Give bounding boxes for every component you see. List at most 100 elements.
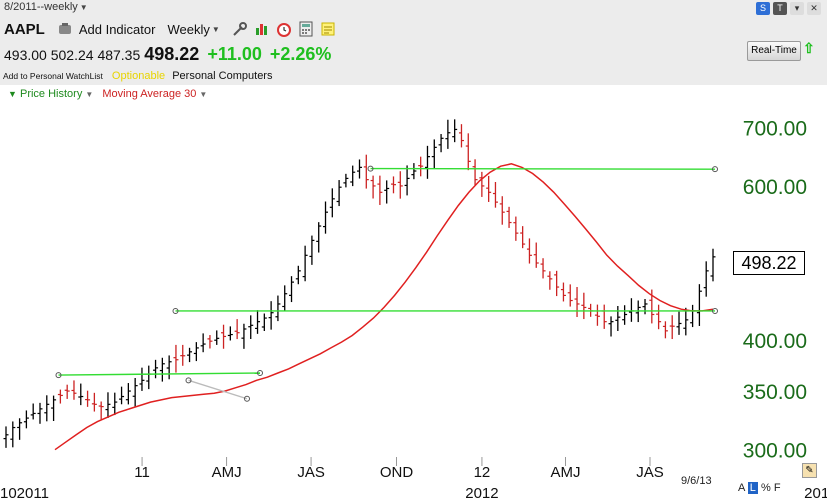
ohlc-bar [241,323,247,349]
ohlc-bar [343,173,349,188]
scale-l[interactable]: L [747,482,758,494]
industry-label[interactable]: Personal Computers [172,70,273,82]
ohlc-bar [187,347,193,363]
ohlc-bar [214,330,220,345]
ohlc-bar [159,357,165,382]
ohlc-bar [166,355,172,380]
ohlc-bar [193,342,199,362]
ohlc-bar [119,386,125,405]
ohlc-bar [411,163,417,180]
ohlc-bar [336,180,342,207]
moving-average-label: Moving Average 30 [102,88,197,100]
realtime-button[interactable]: Real-Time [747,41,801,61]
ohlc-bar [656,304,662,330]
ohlc-bar [560,282,566,302]
y-tick-label: 700.00 [743,117,807,140]
add-indicator-button[interactable]: Add Indicator [78,21,156,37]
ohlc-bar [390,176,396,194]
ohlc-bar [404,165,410,196]
ohlc-bar [10,421,16,448]
low-value: 487.35 [97,47,141,63]
bar-chart-icon[interactable] [254,21,270,37]
ohlc-bar [275,295,281,322]
ohlc-bar [85,390,91,407]
ohlc-bar [622,305,628,325]
trendline-handle [367,165,374,172]
up-arrow-icon: ⇧ [803,40,815,56]
optionable-label: Optionable [111,70,166,82]
price-history-legend[interactable]: ▼ Price History ▼ [8,88,96,100]
ohlc-bar [465,133,471,171]
ohlc-bar [295,265,301,285]
pencil-icon[interactable]: ✎ [802,463,817,478]
indicator-bar: ▼ Price History ▼ Moving Average 30 ▼ [8,88,207,100]
t-icon[interactable]: T [773,2,787,15]
trendline-handle [55,372,62,379]
last-date: 9/6/13 [681,475,712,487]
quote-row: 493.00 502.24 487.35 498.22 +11.00 +2.26… [4,44,331,66]
ohlc-bar [574,287,580,318]
ohlc-bar [418,156,424,177]
trendline [58,372,261,376]
ohlc-bar [282,285,288,311]
scale-pct[interactable]: % [760,482,771,494]
period-selector[interactable]: 8/2011--weekly ▼ [4,1,88,13]
scale-f[interactable]: F [773,482,781,494]
price-history-label: Price History [19,88,83,100]
ohlc-bar [309,235,315,265]
trendline-handle [185,377,192,384]
y-tick-label: 400.00 [743,330,807,353]
ohlc-bar [153,359,159,379]
ohlc-bar [112,392,118,416]
x-year-label: 2012 [465,485,498,502]
ohlc-bar [594,304,600,326]
ohlc-bar [384,180,390,204]
period-label: 8/2011--weekly [4,1,78,13]
tools-icon[interactable] [232,21,248,37]
ohlc-bar [601,304,607,329]
ohlc-bar [350,165,356,187]
ohlc-bar [261,313,267,332]
ohlc-bar [234,319,240,340]
symbol[interactable]: AAPL [4,20,45,38]
ohlc-bar [17,418,23,440]
scale-switcher[interactable]: A L % F [738,482,781,494]
ohlc-bar [23,410,29,429]
chevron-down-icon[interactable]: ▼ [211,24,220,34]
ohlc-bar [71,380,77,400]
chevron-down-icon[interactable]: ▾ [790,2,804,15]
ohlc-bar [316,222,322,253]
last-price: 498.22 [144,44,200,64]
ohlc-bar [696,284,702,326]
ohlc-bar [125,383,131,405]
ohlc-bar [642,299,648,315]
x-year-label: 2013 [804,485,827,502]
note-icon[interactable] [320,21,336,37]
open-value: 493.00 [4,47,47,63]
ohlc-bar [248,315,254,340]
y-tick-label: 300.00 [743,440,807,463]
calculator-icon[interactable] [298,21,314,37]
ohlc-bar [567,284,573,307]
ohlc-bar [690,304,696,328]
alarm-clock-icon[interactable] [276,21,292,37]
ohlc-bar [180,344,186,366]
x-year-label: 102011 [0,485,49,502]
interval-selector[interactable]: Weekly [167,21,210,37]
add-indicator-icon[interactable] [57,21,73,37]
moving-average-legend[interactable]: Moving Average 30 ▼ [102,88,207,100]
x-tick-label: 11 [134,464,150,481]
ohlc-bar [581,292,587,320]
ohlc-bar [445,119,451,149]
ohlc-bar [676,311,682,335]
close-icon[interactable]: ✕ [807,2,821,15]
ohlc-bar [479,171,485,197]
scale-a[interactable]: A [738,482,745,494]
ohlc-bar [554,270,560,297]
ohlc-bar [227,326,233,341]
add-watchlist-link[interactable]: Add to Personal WatchList [3,71,103,81]
ohlc-bar [3,426,9,448]
moving-average-line [54,163,714,451]
s-icon[interactable]: S [756,2,770,15]
